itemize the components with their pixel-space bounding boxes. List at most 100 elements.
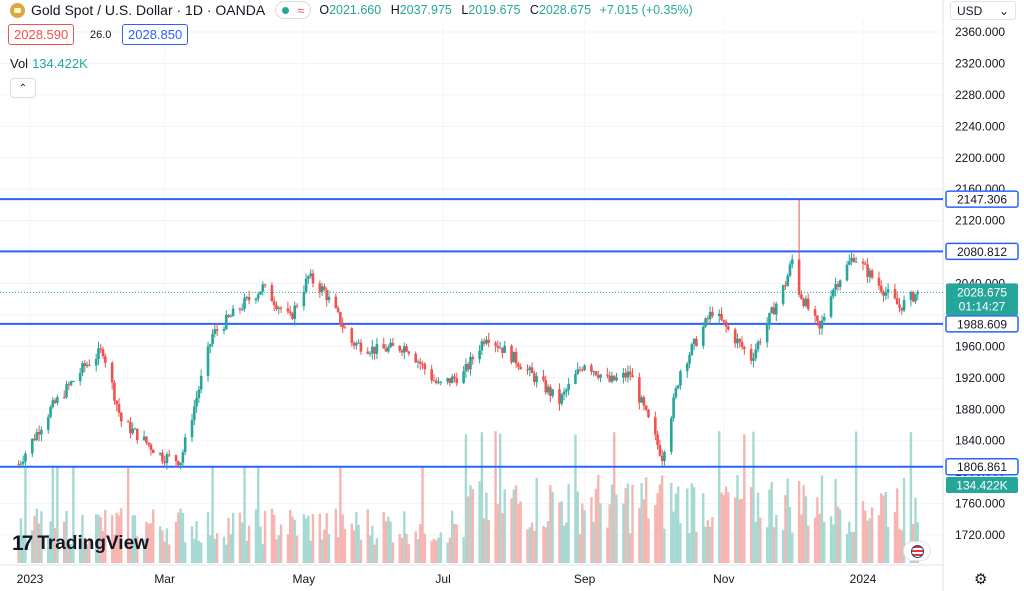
volume-bar [131, 515, 134, 563]
volume-bar [209, 535, 212, 563]
gear-icon[interactable]: ⚙ [974, 571, 988, 588]
volume-bar [788, 507, 792, 563]
volume-bar [327, 534, 331, 563]
volume-bar [868, 518, 872, 563]
volume-bar [870, 507, 874, 563]
candle-body [211, 333, 214, 345]
volume-bar [704, 526, 707, 563]
candle-body [387, 347, 390, 352]
candle-body [455, 378, 459, 384]
candle-body [774, 303, 778, 315]
volume-bar [496, 504, 500, 563]
y-tick-label: 1920.000 [955, 371, 1005, 385]
volume-bar [129, 541, 132, 563]
candle-body [183, 437, 187, 453]
volume-bar [17, 543, 20, 563]
candle-body [302, 291, 306, 307]
horizontal-line-label: 2080.812 [957, 245, 1007, 259]
candle-body [418, 361, 422, 364]
candle-body [679, 371, 682, 386]
volume-bar [309, 540, 312, 563]
candle-body [231, 308, 235, 317]
candle-body [469, 356, 472, 370]
volume-bar [464, 434, 468, 563]
volume-bar [257, 465, 260, 563]
volume-bar [88, 538, 91, 563]
us-flag-icon[interactable] [903, 541, 931, 561]
candle-body [834, 284, 837, 290]
volume-bar [177, 512, 180, 563]
candle-body [612, 375, 616, 381]
volume-bar [654, 505, 657, 563]
market-status-pill[interactable]: ≈ [275, 1, 312, 19]
candle-body [94, 359, 98, 366]
candle-body [240, 308, 244, 310]
volume-bar [770, 481, 773, 563]
volume-bar [352, 530, 356, 563]
volume-bar [909, 432, 913, 563]
volume-bar [836, 506, 840, 563]
candle-body [784, 285, 787, 287]
candle-body [590, 365, 593, 372]
collapse-legend-button[interactable]: ⌃ [10, 78, 36, 98]
volume-bar [510, 498, 513, 563]
volume-bar [558, 502, 561, 563]
sell-button[interactable]: 2028.590 [8, 24, 75, 45]
volume-bar [487, 519, 490, 563]
volume-bar [357, 524, 360, 563]
volume-bar [24, 465, 27, 563]
candle-body [382, 344, 386, 349]
candle-body [416, 361, 420, 363]
volume-bar [359, 539, 363, 563]
volume-bar [152, 509, 155, 563]
volume-legend: Vol 134.422K [10, 56, 88, 71]
candle-body [193, 406, 196, 421]
buy-button[interactable]: 2028.850 [122, 24, 189, 45]
candle-body [129, 421, 132, 434]
candle-body [450, 376, 454, 384]
volume-bar [400, 537, 404, 563]
candle-series [17, 199, 920, 470]
volume-bar [407, 544, 411, 563]
candle-body [147, 442, 150, 445]
volume-bar [206, 512, 210, 563]
volume-bar [866, 520, 869, 563]
volume-bar [277, 535, 280, 563]
candle-body [765, 323, 769, 343]
candle-body [405, 346, 408, 352]
candle-body [373, 346, 376, 354]
volume-bar [222, 536, 226, 563]
tradingview-logo[interactable]: 17 TradingView [12, 532, 149, 556]
x-tick-label: Nov [713, 572, 734, 586]
candle-body [327, 296, 331, 301]
candle-body [676, 385, 680, 389]
candle-body [145, 436, 148, 443]
volume-axis-box [946, 477, 1018, 493]
volume-bar [718, 431, 721, 563]
volume-bar [624, 488, 627, 563]
currency-select[interactable]: USD ⌄ [950, 1, 1016, 20]
candle-body [149, 444, 153, 450]
candle-body [247, 297, 251, 301]
candle-body [688, 354, 691, 364]
candle-body [722, 319, 726, 322]
volume-bar [676, 486, 680, 563]
candle-body [104, 356, 107, 363]
volume-bar [238, 512, 242, 563]
candle-body [384, 348, 388, 352]
candle-body [368, 353, 372, 355]
candle-body [352, 342, 356, 346]
symbol-title[interactable]: Gold Spot / U.S. Dollar · 1D · OANDA [31, 2, 266, 18]
volume-bar [829, 516, 833, 563]
candle-body [868, 270, 872, 277]
volume-bar [740, 498, 744, 563]
volume-bar [498, 433, 502, 563]
volume-bar [120, 508, 123, 563]
volume-bar [432, 538, 436, 563]
volume-bar [813, 517, 817, 563]
candle-body [877, 277, 881, 286]
volume-bar [286, 534, 290, 563]
x-tick-label: Mar [154, 572, 175, 586]
candle-body [578, 369, 582, 371]
